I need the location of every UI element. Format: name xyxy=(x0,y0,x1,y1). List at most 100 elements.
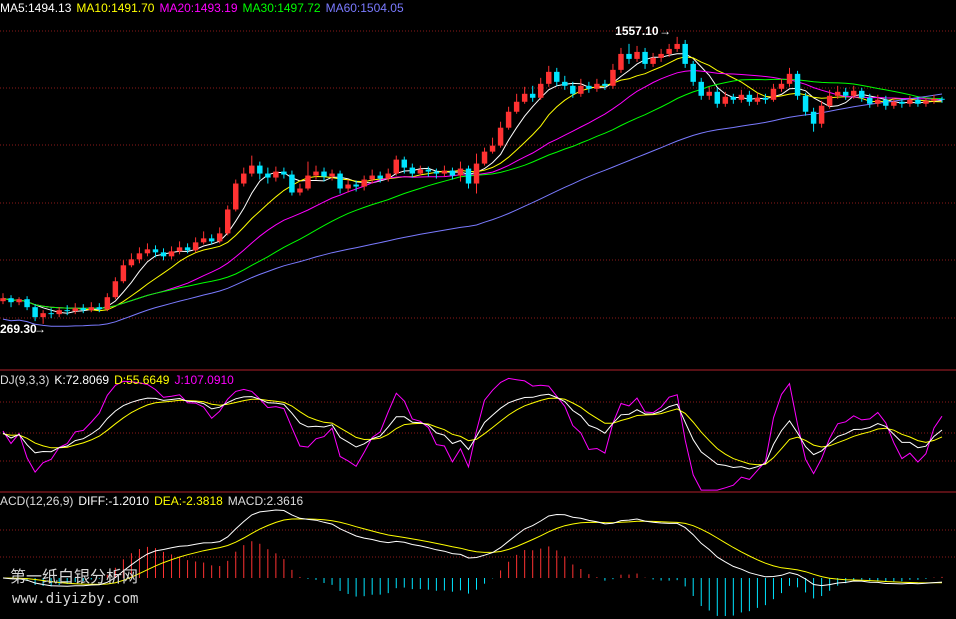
candle-body xyxy=(433,171,440,174)
candle-body xyxy=(722,96,729,104)
candle-body xyxy=(168,251,175,257)
candle-body xyxy=(875,99,881,104)
candle-body xyxy=(794,73,801,96)
candle-body xyxy=(313,171,319,176)
candle-body xyxy=(449,170,456,176)
candle-body xyxy=(859,90,865,98)
kdj-legend-text: DJ(9,3,3) K:72.8069 D:55.6649 J:107.0910 xyxy=(0,373,234,387)
candle-body xyxy=(329,173,335,177)
ma30-line xyxy=(2,78,943,309)
candle-body xyxy=(393,159,399,174)
watermark-url: www.diyizby.com xyxy=(12,591,138,607)
candle-body xyxy=(578,85,584,94)
candle-body xyxy=(152,249,159,253)
candle-body xyxy=(698,81,704,96)
candle-body xyxy=(281,171,287,175)
ma5-line xyxy=(2,53,943,314)
ma10-line xyxy=(2,56,943,312)
candle-body xyxy=(570,85,576,94)
candle-body xyxy=(674,43,680,49)
candle-body xyxy=(658,53,664,58)
candle-body xyxy=(513,101,520,112)
candle-body xyxy=(441,170,448,174)
legend-entry: DIFF:-1.2010 xyxy=(78,494,149,508)
kdj-lines xyxy=(2,377,943,491)
candle-body xyxy=(473,163,480,184)
candle-body xyxy=(562,81,568,86)
legend-entry: DEA:-2.3818 xyxy=(154,494,223,508)
candle-body xyxy=(915,99,921,104)
candle-body xyxy=(56,310,62,315)
candle-body xyxy=(104,297,111,310)
candle-body xyxy=(931,98,937,101)
candle-body xyxy=(650,57,656,64)
grid-lines xyxy=(0,30,956,558)
candle-body xyxy=(746,94,753,102)
candle-body xyxy=(939,98,945,100)
legend-entry: MA60:1504.05 xyxy=(326,1,404,15)
candle-body xyxy=(738,94,745,100)
candle-body xyxy=(899,101,905,104)
candle-body xyxy=(489,145,496,152)
kdj-legend: DJ(9,3,3) K:72.8069 D:55.6649 J:107.0910 xyxy=(0,373,234,387)
candle-body xyxy=(289,174,295,193)
candle-body xyxy=(377,175,383,179)
candle-body xyxy=(706,91,712,96)
ma20-line xyxy=(2,69,943,309)
candle-body xyxy=(923,100,929,104)
legend-entry: K:72.8069 xyxy=(54,373,109,387)
kdj-j-line xyxy=(2,377,943,491)
candle-body xyxy=(337,173,343,189)
candle-body xyxy=(505,111,512,128)
candle-body xyxy=(112,281,119,298)
macd-lines xyxy=(2,509,943,587)
candle-body xyxy=(465,168,472,184)
candle-body xyxy=(224,209,231,234)
high-arrow-icon: → xyxy=(659,24,671,38)
macd-diff-line xyxy=(2,509,943,587)
candle-body xyxy=(176,247,183,252)
candle-body xyxy=(594,83,600,89)
candle-body xyxy=(457,168,464,176)
kdj-d-line xyxy=(2,397,943,466)
legend-entry: MA30:1497.72 xyxy=(243,1,321,15)
candle-body xyxy=(8,298,14,303)
candle-body xyxy=(369,175,375,180)
candle-body xyxy=(305,175,311,189)
candle-body xyxy=(192,242,199,251)
legend-entry: MA10:1491.70 xyxy=(76,1,154,15)
high-price-label: 1557.10 xyxy=(615,24,659,38)
candle-body xyxy=(850,90,857,96)
candle-body xyxy=(786,73,793,84)
candle-body xyxy=(802,95,809,112)
candle-body xyxy=(867,97,873,104)
kdj-k-line xyxy=(2,393,943,470)
candle-body xyxy=(241,173,247,184)
candle-body xyxy=(818,105,825,124)
macd-legend: ACD(12,26,9) DIFF:-1.2010 DEA:-2.3818 MACD:… xyxy=(0,494,303,508)
candle-body xyxy=(48,313,54,315)
ma60-line xyxy=(2,93,943,327)
candle-body xyxy=(88,307,95,311)
legend-entry: DJ(9,3,3) xyxy=(0,373,49,387)
candle-body xyxy=(80,308,86,311)
candle-body xyxy=(537,83,544,98)
price-legend: MA5:1494.13 MA10:1491.70 MA20:1493.19 MA30:… xyxy=(0,1,404,15)
candle-body xyxy=(602,83,608,86)
candle-body xyxy=(96,307,103,310)
watermark-title: 第一纸白银分析网 xyxy=(10,567,138,586)
candle-body xyxy=(642,51,648,64)
legend-entry: ACD(12,26,9) xyxy=(0,494,73,508)
candle-body xyxy=(385,173,391,179)
candle-body xyxy=(361,179,367,187)
candle-body xyxy=(233,183,239,210)
candle-body xyxy=(144,249,151,254)
candle-body xyxy=(714,91,721,104)
candle-body xyxy=(425,169,432,172)
candle-body xyxy=(666,48,672,54)
candle-body xyxy=(120,265,127,282)
candle-body xyxy=(826,95,833,106)
candle-body xyxy=(297,188,303,193)
candle-body xyxy=(778,83,785,89)
candle-body xyxy=(208,238,215,242)
